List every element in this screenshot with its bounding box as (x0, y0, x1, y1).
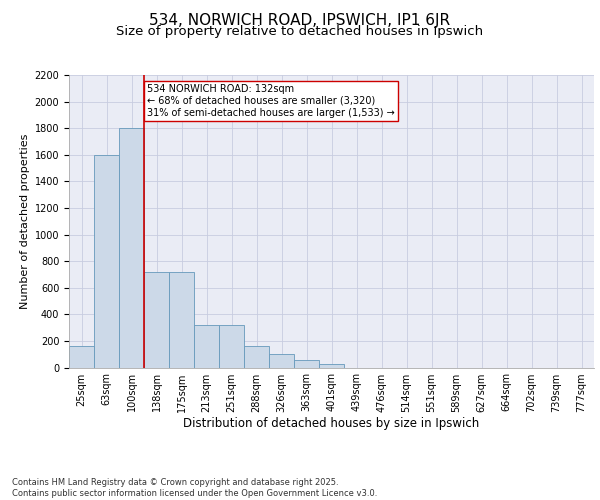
Text: 534 NORWICH ROAD: 132sqm
← 68% of detached houses are smaller (3,320)
31% of sem: 534 NORWICH ROAD: 132sqm ← 68% of detach… (147, 84, 395, 117)
Bar (194, 325, 219, 368)
Text: Size of property relative to detached houses in Ipswich: Size of property relative to detached ho… (116, 25, 484, 38)
X-axis label: Distribution of detached houses by size in Ipswich: Distribution of detached houses by size … (184, 418, 479, 430)
Bar (319, 364, 344, 368)
Bar (294, 360, 319, 368)
Bar (119, 128, 144, 368)
Text: Contains HM Land Registry data © Crown copyright and database right 2025.
Contai: Contains HM Land Registry data © Crown c… (12, 478, 377, 498)
Text: 534, NORWICH ROAD, IPSWICH, IP1 6JR: 534, NORWICH ROAD, IPSWICH, IP1 6JR (149, 12, 451, 28)
Bar (269, 354, 294, 368)
Y-axis label: Number of detached properties: Number of detached properties (20, 134, 31, 309)
Bar (144, 272, 169, 368)
Bar (94, 155, 119, 368)
Bar (69, 346, 94, 368)
Bar (244, 346, 269, 368)
Bar (169, 272, 194, 368)
Bar (219, 325, 244, 368)
